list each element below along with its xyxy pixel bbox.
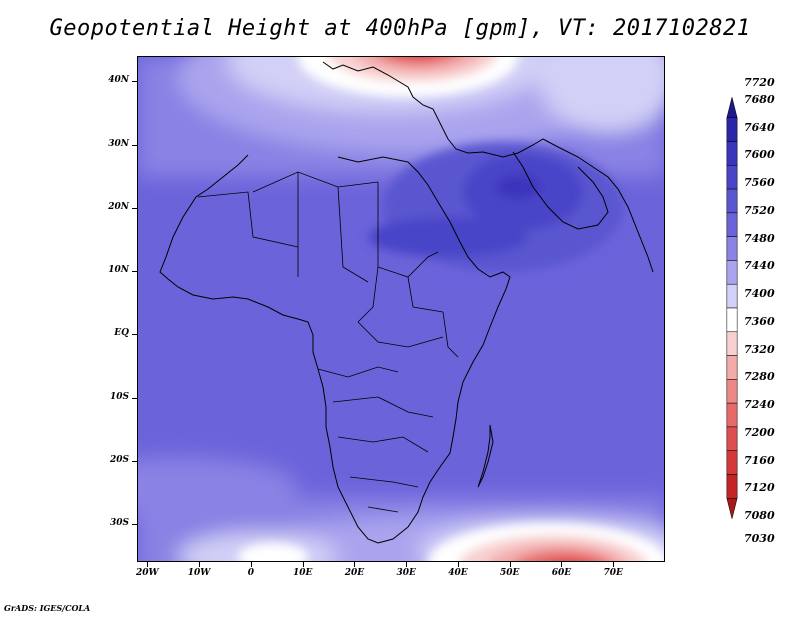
lat-tick [132, 524, 137, 526]
colorbar-level-label: 7720 [744, 76, 775, 89]
colorbar-swatch [726, 212, 738, 237]
lat-tick-label: 40N [108, 75, 129, 86]
lon-tick [457, 562, 459, 567]
colorbar-level-label: 7240 [744, 398, 775, 412]
colorbar-swatch [726, 141, 738, 166]
lon-tick [613, 562, 615, 567]
colorbar-level-label: 7030 [744, 532, 775, 545]
colorbar-level-label: 7160 [744, 453, 775, 467]
map-title: Geopotential Height at 400hPa [gpm], VT:… [49, 16, 751, 41]
lon-tick [561, 562, 563, 567]
lat-tick-label: 10N [108, 265, 129, 276]
colorbar-swatch [726, 379, 738, 404]
lon-tick [406, 562, 408, 567]
colorbar-level-label: 7280 [744, 370, 775, 384]
colorbar-swatch [726, 117, 738, 142]
lat-tick-label: EQ [114, 328, 129, 339]
colorbar-swatch [726, 426, 738, 451]
lat-tick-label: 30S [109, 518, 129, 529]
lon-tick-label: 60E [551, 568, 572, 578]
colorbar-level-label: 7120 [744, 481, 775, 495]
colorbar-level-label: 7600 [744, 148, 775, 162]
colorbar-swatch [726, 165, 738, 190]
colorbar [726, 97, 738, 519]
colorbar-swatch [726, 331, 738, 356]
lon-tick [147, 562, 149, 567]
lat-tick [132, 334, 137, 336]
colorbar-level-label: 7680 [744, 92, 775, 106]
mediterranean-trough [298, 57, 518, 97]
lat-tick [132, 397, 137, 399]
lon-tick [509, 562, 511, 567]
subtropical-high [368, 142, 623, 272]
map-plot-area [137, 56, 665, 562]
lat-tick-label: 10S [109, 391, 129, 402]
colorbar-swatch [726, 260, 738, 285]
lon-tick [354, 562, 356, 567]
colorbar-swatch [726, 283, 738, 309]
lon-tick-label: 30E [396, 568, 416, 578]
colorbar-swatch [726, 474, 738, 499]
colorbar-swatch [726, 402, 738, 428]
lon-tick-label: 10E [292, 568, 313, 578]
colorbar-swatch [726, 498, 738, 519]
grads-credit: GrADS: IGES/COLA [4, 603, 91, 613]
lon-tick-label: 50E [500, 568, 520, 578]
colorbar-level-label: 7400 [744, 287, 775, 301]
colorbar-swatch [726, 236, 738, 261]
lat-tick [132, 81, 137, 83]
lat-tick-label: 30N [108, 138, 129, 149]
colorbar-swatch [726, 307, 738, 333]
colorbar-level-label: 7520 [744, 203, 775, 217]
lon-tick [250, 562, 252, 567]
lat-tick-label: 20S [109, 454, 129, 465]
lon-tick-label: 70E [603, 568, 623, 578]
colorbar-level-label: 7200 [744, 425, 775, 439]
lon-tick-label: 20W [136, 568, 159, 578]
coastlines [159, 61, 654, 544]
colorbar-swatch [726, 450, 738, 475]
country-borders [197, 171, 459, 513]
colorbar-level-label: 7640 [744, 120, 775, 134]
colorbar-swatch [726, 188, 738, 214]
southern-trough [238, 523, 664, 561]
colorbar-level-label: 7440 [744, 259, 775, 273]
colorbar-level-label: 7080 [744, 509, 775, 523]
colorbar-level-label: 7360 [744, 314, 775, 328]
colorbar-level-label: 7560 [744, 176, 775, 190]
lat-tick [132, 460, 137, 462]
lon-tick-label: 20E [344, 568, 365, 578]
colorbar-swatch [726, 97, 738, 118]
lon-tick-label: 0 [247, 568, 254, 578]
lat-tick [132, 207, 137, 209]
lat-tick [132, 144, 137, 146]
lon-tick-label: 40E [448, 568, 468, 578]
colorbar-level-label: 7480 [744, 231, 775, 245]
lat-tick-label: 20N [108, 201, 129, 212]
lon-tick [199, 562, 201, 567]
colorbar-level-label: 7320 [744, 342, 775, 356]
colorbar-swatch [726, 355, 738, 380]
lat-tick [132, 271, 137, 273]
lon-tick [302, 562, 304, 567]
lon-tick-label: 10W [187, 568, 211, 578]
height-field-map [138, 57, 664, 561]
